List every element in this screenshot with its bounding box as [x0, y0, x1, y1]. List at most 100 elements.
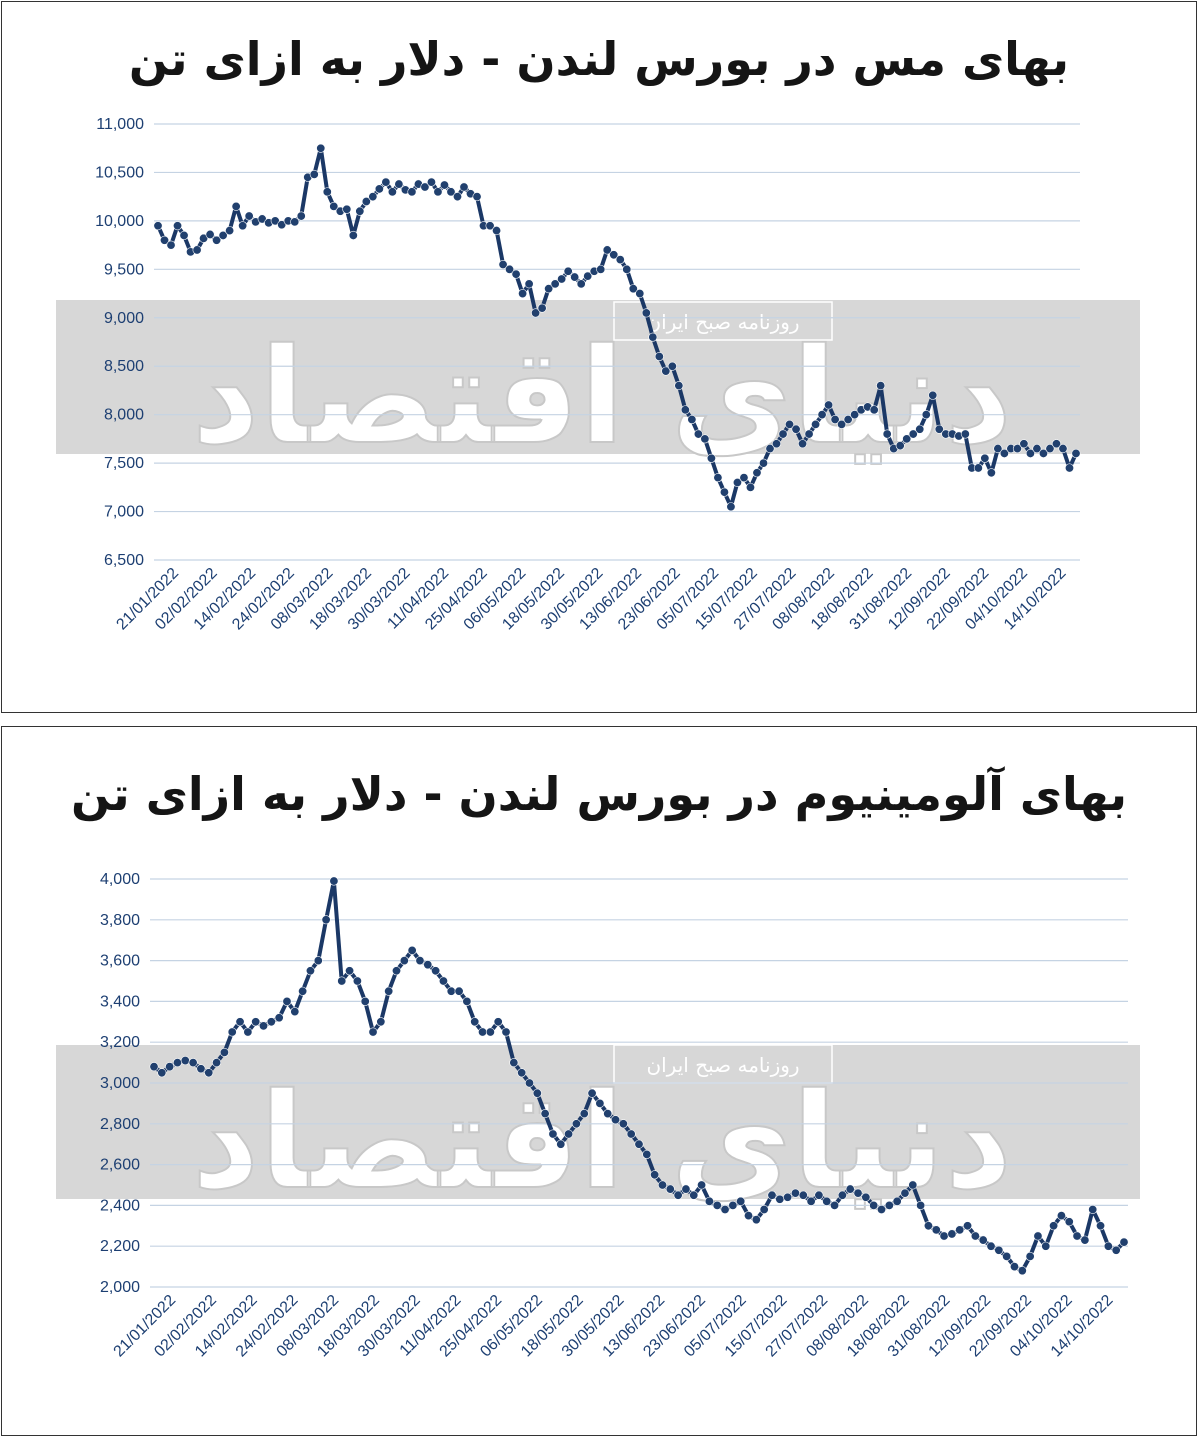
data-point	[999, 448, 1009, 458]
y-tick-label: 3,400	[100, 993, 140, 1010]
data-point	[160, 235, 170, 245]
data-point	[1025, 448, 1035, 458]
y-tick-label: 2,200	[100, 1238, 140, 1255]
data-point	[719, 487, 729, 497]
data-point	[765, 444, 775, 454]
data-point	[235, 1017, 245, 1027]
data-point	[173, 221, 183, 231]
data-point	[824, 400, 834, 410]
data-point	[1056, 1211, 1066, 1221]
data-point	[853, 1188, 863, 1198]
data-point	[744, 1211, 754, 1221]
data-point	[758, 458, 768, 468]
data-point	[973, 463, 983, 473]
data-point	[720, 1204, 730, 1214]
data-point	[993, 444, 1003, 454]
data-point	[180, 1056, 190, 1066]
data-point	[892, 1196, 902, 1206]
data-point	[680, 405, 690, 415]
data-point	[931, 1225, 941, 1235]
data-point	[752, 468, 762, 478]
data-point	[1096, 1221, 1106, 1231]
data-point	[257, 214, 267, 224]
data-point	[1088, 1204, 1098, 1214]
data-point	[845, 1184, 855, 1194]
data-point	[381, 177, 391, 187]
data-point	[634, 1139, 644, 1149]
data-point	[485, 1027, 495, 1037]
data-point	[225, 226, 235, 236]
data-point	[778, 429, 788, 439]
data-point	[415, 956, 425, 966]
data-point	[978, 1235, 988, 1245]
data-point	[259, 1021, 269, 1031]
data-point	[345, 966, 355, 976]
y-tick-label: 6,500	[104, 552, 144, 569]
data-point	[532, 1088, 542, 1098]
data-point	[916, 1200, 926, 1210]
data-point	[227, 1027, 237, 1037]
data-point	[1009, 1262, 1019, 1272]
data-point	[657, 1180, 667, 1190]
data-point	[921, 410, 931, 420]
data-point	[700, 434, 710, 444]
data-point	[609, 250, 619, 260]
data-point	[531, 308, 541, 318]
data-point	[850, 410, 860, 420]
data-point	[986, 468, 996, 478]
data-point	[511, 269, 521, 279]
data-point	[923, 1221, 933, 1231]
data-point	[576, 279, 586, 289]
data-point	[498, 259, 508, 269]
data-point	[244, 211, 254, 221]
data-point	[322, 187, 332, 197]
y-tick-label: 3,200	[100, 1034, 140, 1051]
y-tick-label: 2,800	[100, 1116, 140, 1133]
data-point	[153, 221, 163, 231]
data-point	[837, 1190, 847, 1200]
data-point	[830, 1200, 840, 1210]
data-point	[446, 986, 456, 996]
aluminium-chart-panel: بهای آلومینیوم در بورس لندن - دلار به از…	[1, 726, 1197, 1436]
data-point	[641, 308, 651, 318]
data-point	[290, 1007, 300, 1017]
data-point	[454, 986, 464, 996]
data-point	[374, 184, 384, 194]
y-tick-label: 10,000	[95, 213, 144, 230]
data-point	[348, 230, 358, 240]
data-point	[908, 1180, 918, 1190]
data-point	[313, 956, 323, 966]
data-point	[478, 1027, 488, 1037]
data-point	[745, 482, 755, 492]
data-point	[650, 1170, 660, 1180]
data-point	[470, 1017, 480, 1027]
data-point	[876, 1204, 886, 1214]
data-point	[772, 439, 782, 449]
data-point	[706, 453, 716, 463]
data-point	[399, 956, 409, 966]
data-point	[732, 477, 742, 487]
data-point	[814, 1190, 824, 1200]
watermark-tagline: روزنامه صبح ایران	[646, 1053, 799, 1077]
data-point	[1041, 1241, 1051, 1251]
data-point	[1002, 1251, 1012, 1261]
data-point	[192, 245, 202, 255]
data-point	[712, 1200, 722, 1210]
data-point	[1119, 1237, 1129, 1247]
data-point	[728, 1200, 738, 1210]
data-point	[628, 284, 638, 294]
data-point	[438, 976, 448, 986]
data-point	[595, 1098, 605, 1108]
data-point	[811, 419, 821, 429]
watermark-tagline: روزنامه صبح ایران	[646, 310, 799, 334]
watermark-brand-logo: دنیای اقتصاد	[192, 320, 1013, 474]
data-point	[1049, 1221, 1059, 1231]
data-point	[693, 429, 703, 439]
data-point	[713, 473, 723, 483]
data-point	[550, 279, 560, 289]
data-point	[472, 192, 482, 202]
data-point	[518, 289, 528, 299]
data-point	[452, 192, 462, 202]
